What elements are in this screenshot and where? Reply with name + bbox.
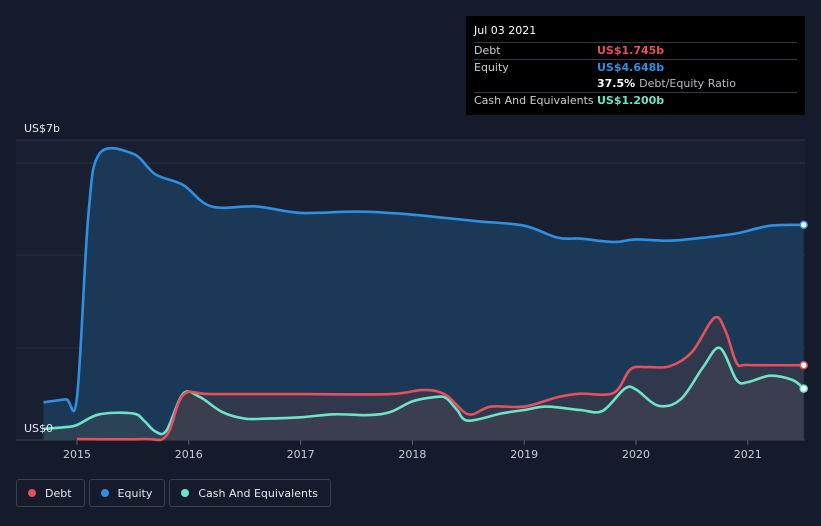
legend-cash-dot-icon [181,489,190,497]
equity-line [43,146,804,413]
tooltip-ratio-label: Debt/Equity Ratio [639,77,736,90]
debt-line [76,315,804,442]
legend-debt[interactable]: Debt [16,479,85,507]
tooltip-row-ratio: 37.5% Debt/Equity Ratio [474,76,797,92]
tooltip-equity-label: Equity [474,61,509,74]
data-tooltip: Jul 03 2021 Debt US$1.745b Equity US$4.6… [466,16,805,115]
cash-and-equivalents-endpoint [799,384,808,393]
chart-legend: Debt Equity Cash And Equivalents [16,479,331,507]
tooltip-row-debt: Debt US$1.745b [474,42,797,59]
tooltip-cash-value: US$1.200b [597,94,665,107]
y-axis-max-label: US$7b [24,122,60,135]
series-endpoints [799,220,808,393]
x-tick-label-2015: 2015 [63,448,91,461]
tooltip-equity-value: US$4.648b [597,61,665,74]
x-tick-label-2018: 2018 [398,448,426,461]
y-axis-min-label: US$0 [24,422,53,435]
debt-endpoint [799,360,808,370]
cash-and-equivalents-line [43,346,805,436]
tooltip-row-equity: Equity US$4.648b [474,59,797,76]
legend-equity-dot-icon [100,489,109,497]
legend-cash-label: Cash And Equivalents [198,486,318,500]
tooltip-row-cash: Cash And Equivalents US$1.200b [474,92,797,109]
x-tick-label-2020: 2020 [622,448,650,461]
legend-equity-label: Equity [117,486,153,500]
x-tick-label-2017: 2017 [287,448,315,461]
equity-endpoint [799,220,808,230]
legend-equity[interactable]: Equity [88,479,166,507]
series-lines [43,146,805,442]
tooltip-ratio-value: 37.5% [597,77,636,90]
legend-debt-dot-icon [28,489,36,497]
x-tick-label-2021: 2021 [734,448,762,461]
tooltip-cash-label: Cash And Equivalents [474,94,594,107]
legend-debt-label: Debt [45,486,72,500]
tooltip-date: Jul 03 2021 [474,24,537,37]
x-tick-label-2019: 2019 [510,448,538,461]
x-axis-ticks: 2015 2016 2017 2018 2019 2020 2021 [63,440,762,461]
tooltip-debt-value: US$1.745b [597,44,665,57]
debt-area [77,317,804,441]
tooltip-debt-label: Debt [474,44,501,57]
legend-cash[interactable]: Cash And Equivalents [169,479,331,507]
x-tick-label-2016: 2016 [175,448,203,461]
equity-area [43,148,804,440]
